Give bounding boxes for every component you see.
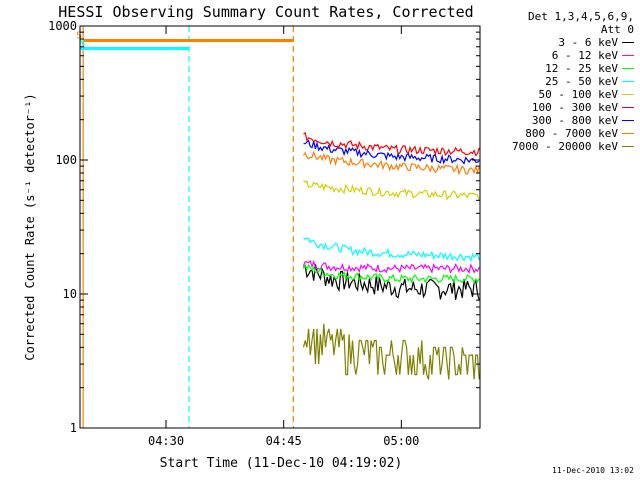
legend-swatch	[622, 42, 634, 43]
legend-swatch	[622, 107, 634, 108]
y-tick-label: 1	[70, 421, 77, 435]
series-line	[302, 263, 480, 284]
series-line	[303, 180, 480, 201]
x-tick-label: 04:45	[266, 434, 302, 448]
legend: Det 1,3,4,5,6,9, Att 0 3 - 6 keV 6 - 12 k…	[488, 10, 634, 153]
plot-frame	[79, 25, 481, 429]
detector-header: Det 1,3,4,5,6,9,	[528, 10, 634, 23]
legend-item: 7000 - 20000 keV	[488, 140, 634, 153]
x-axis-label: Start Time (11-Dec-10 04:19:02)	[160, 456, 403, 471]
flag-label: N	[79, 38, 85, 49]
series-line	[303, 139, 480, 165]
legend-label: 12 - 25 keV	[545, 62, 618, 75]
timestamp: 11-Dec-2010 13:02	[552, 466, 634, 475]
legend-label: 100 - 300 keV	[531, 101, 618, 114]
x-tick-label: 05:00	[383, 434, 419, 448]
legend-swatch	[622, 133, 634, 134]
legend-item: 300 - 800 keV	[488, 114, 634, 127]
legend-swatch	[622, 94, 634, 95]
y-axis-label: Corrected Count Rate (s⁻¹ detector⁻¹)	[23, 93, 37, 360]
legend-item: 100 - 300 keV	[488, 101, 634, 114]
series-line	[303, 264, 480, 301]
legend-item: 50 - 100 keV	[488, 88, 634, 101]
legend-item: 3 - 6 keV	[488, 36, 634, 49]
legend-label: 25 - 50 keV	[545, 75, 618, 88]
plot-area: SN 1 10 100 1000 04:30 04:45 05:00	[48, 19, 481, 448]
attenuator-header: Att 0	[600, 23, 634, 36]
series-line	[302, 323, 480, 380]
legend-label: 50 - 100 keV	[538, 88, 618, 101]
legend-swatch	[622, 120, 634, 121]
series-line	[303, 131, 480, 157]
y-tick-label: 1000	[48, 19, 77, 33]
y-tick-label: 10	[63, 287, 77, 301]
x-tick-label: 04:30	[148, 434, 184, 448]
legend-swatch	[622, 55, 634, 56]
legend-item: 6 - 12 keV	[488, 49, 634, 62]
legend-label: 6 - 12 keV	[551, 49, 618, 62]
legend-item: 800 - 7000 keV	[488, 127, 634, 140]
legend-swatch	[622, 146, 634, 147]
y-tick-label: 100	[55, 153, 77, 167]
series-line	[302, 259, 480, 274]
legend-swatch	[622, 81, 634, 82]
legend-item: 25 - 50 keV	[488, 75, 634, 88]
legend-label: 3 - 6 keV	[558, 36, 618, 49]
legend-swatch	[622, 68, 634, 69]
flag-label: S	[76, 30, 82, 41]
legend-label: 300 - 800 keV	[531, 114, 618, 127]
series-line	[303, 237, 480, 263]
series-line	[302, 150, 480, 176]
legend-label: 7000 - 20000 keV	[512, 140, 618, 153]
legend-label: 800 - 7000 keV	[525, 127, 618, 140]
chart-title: HESSI Observing Summary Count Rates, Cor…	[58, 3, 473, 21]
legend-item: 12 - 25 keV	[488, 62, 634, 75]
